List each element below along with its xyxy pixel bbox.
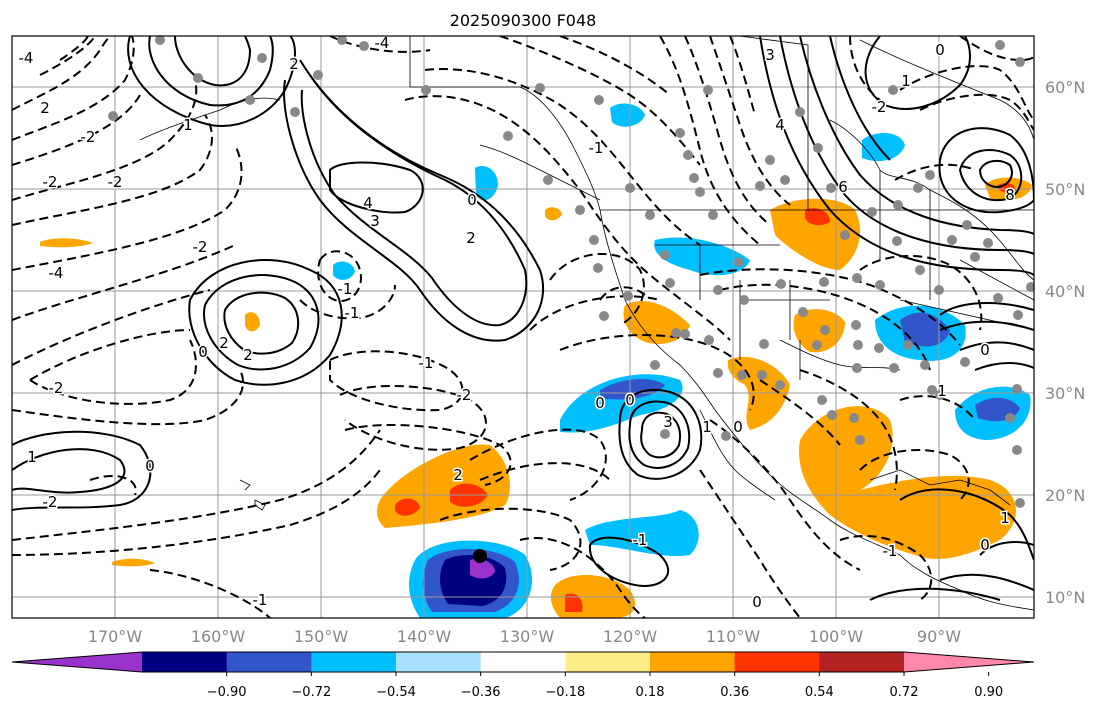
contour-label: 1: [937, 382, 947, 400]
contour-label: -1: [883, 542, 898, 560]
contour-label: 3: [370, 212, 380, 230]
contour-label: 1: [27, 448, 37, 466]
colorbar-swatch: [480, 652, 566, 672]
contour-label: 3: [765, 46, 775, 64]
contour-label: 0: [752, 593, 762, 611]
contour-label: 0: [595, 394, 605, 412]
contour-label: 0: [467, 191, 477, 209]
contour-label: 6: [838, 178, 848, 196]
lon-tick-label: 120°W: [603, 627, 658, 646]
colorbar-swatch: [142, 652, 228, 672]
colorbar-extend-min: [12, 652, 142, 672]
contour-label: -2: [457, 386, 472, 404]
colorbar-outline: [11, 651, 1035, 673]
lon-tick-label: 110°W: [706, 627, 761, 646]
lat-tick-label: 60°N: [1045, 78, 1085, 97]
colorbar-swatch: [396, 652, 482, 672]
contour-label: 1: [901, 72, 911, 90]
contour-label: -1: [633, 531, 648, 549]
colorbar-tick-label: −0.54: [376, 685, 416, 700]
colorbar-swatch: [650, 652, 736, 672]
contours-negative: [12, 36, 1034, 618]
contour-label: -2: [49, 379, 64, 397]
lat-tick-label: 50°N: [1045, 180, 1085, 199]
contour-label: 0: [980, 536, 990, 554]
contour-label: -1: [345, 304, 360, 322]
contour-label: 2: [466, 229, 476, 247]
contour-label: -2: [872, 98, 887, 116]
contours-positive: [12, 36, 1034, 601]
colorbar-tick-label: −0.36: [461, 685, 501, 700]
contour-label: -1: [338, 280, 353, 298]
colorbar-tick-label: 0.54: [805, 685, 834, 700]
colorbar: −0.90 −0.72 −0.54 −0.36 −0.18 0.18 0.36 0.54 0.7…: [11, 651, 1035, 700]
contour-label: 1: [183, 116, 193, 134]
lon-tick-label: 130°W: [500, 627, 555, 646]
lon-tick-label: 170°W: [88, 627, 143, 646]
contour-label: 2: [453, 466, 463, 484]
lon-axis-labels: 170°W 160°W 150°W 140°W 130°W 120°W 110°W 100°W…: [88, 627, 961, 646]
colorbar-swatch: [311, 652, 397, 672]
contour-label: 2: [289, 55, 299, 73]
colorbar-extend-max: [904, 652, 1034, 672]
contour-label: -1: [419, 354, 434, 372]
contour-label: 0: [935, 41, 945, 59]
colorbar-swatch: [819, 652, 905, 672]
lon-tick-label: 150°W: [294, 627, 349, 646]
contour-label: -4: [375, 34, 390, 52]
contour-label: 0: [145, 457, 155, 475]
lat-tick-label: 10°N: [1045, 588, 1085, 607]
contour-label: -4: [19, 49, 34, 67]
contour-label: -2: [193, 238, 208, 256]
colorbar-tick-label: 0.36: [720, 685, 749, 700]
contour-label: 2: [40, 99, 50, 117]
contour-label: 4: [775, 116, 785, 134]
lon-tick-label: 140°W: [397, 627, 452, 646]
colorbar-swatch: [734, 652, 820, 672]
contour-label: 0: [198, 343, 208, 361]
lon-tick-label: 90°W: [917, 627, 961, 646]
contour-label: 0: [980, 341, 990, 359]
contour-label: 0: [733, 418, 743, 436]
station-markers: [108, 36, 1034, 563]
contour-label: 3: [663, 413, 673, 431]
contour-label: -4: [49, 264, 64, 282]
colorbar-tick-label: −0.72: [291, 685, 331, 700]
colorbar-tick-label: 0.18: [636, 685, 665, 700]
colorbar-tick-label: 0.72: [890, 685, 919, 700]
colorbar-tick-label: −0.90: [207, 685, 247, 700]
contour-label: 2: [219, 334, 229, 352]
lat-tick-label: 20°N: [1045, 486, 1085, 505]
contour-label: -2: [108, 173, 123, 191]
contour-label: 0: [625, 391, 635, 409]
figure-title: 2025090300 F048: [450, 11, 597, 30]
contour-label: -2: [81, 128, 96, 146]
contour-label: 1: [1000, 509, 1010, 527]
lon-tick-label: 160°W: [191, 627, 246, 646]
colorbar-tick-label: −0.18: [545, 685, 585, 700]
contour-label: 4: [363, 194, 373, 212]
lon-tick-label: 100°W: [809, 627, 864, 646]
contour-label: -2: [43, 493, 58, 511]
contour-label: 2: [243, 346, 253, 364]
contour-label: -1: [589, 139, 604, 157]
colorbar-swatch: [226, 652, 312, 672]
contour-label: -2: [43, 173, 58, 191]
colorbar-swatch: [565, 652, 651, 672]
contour-label: 8: [1005, 186, 1015, 204]
lat-axis-labels: 60°N 50°N 40°N 30°N 20°N 10°N: [1045, 78, 1085, 607]
contour-label: -1: [253, 591, 268, 609]
lat-tick-label: 30°N: [1045, 384, 1085, 403]
lat-tick-label: 40°N: [1045, 282, 1085, 301]
colorbar-tick-label: 0.90: [974, 685, 1003, 700]
contour-label: 1: [702, 418, 712, 436]
